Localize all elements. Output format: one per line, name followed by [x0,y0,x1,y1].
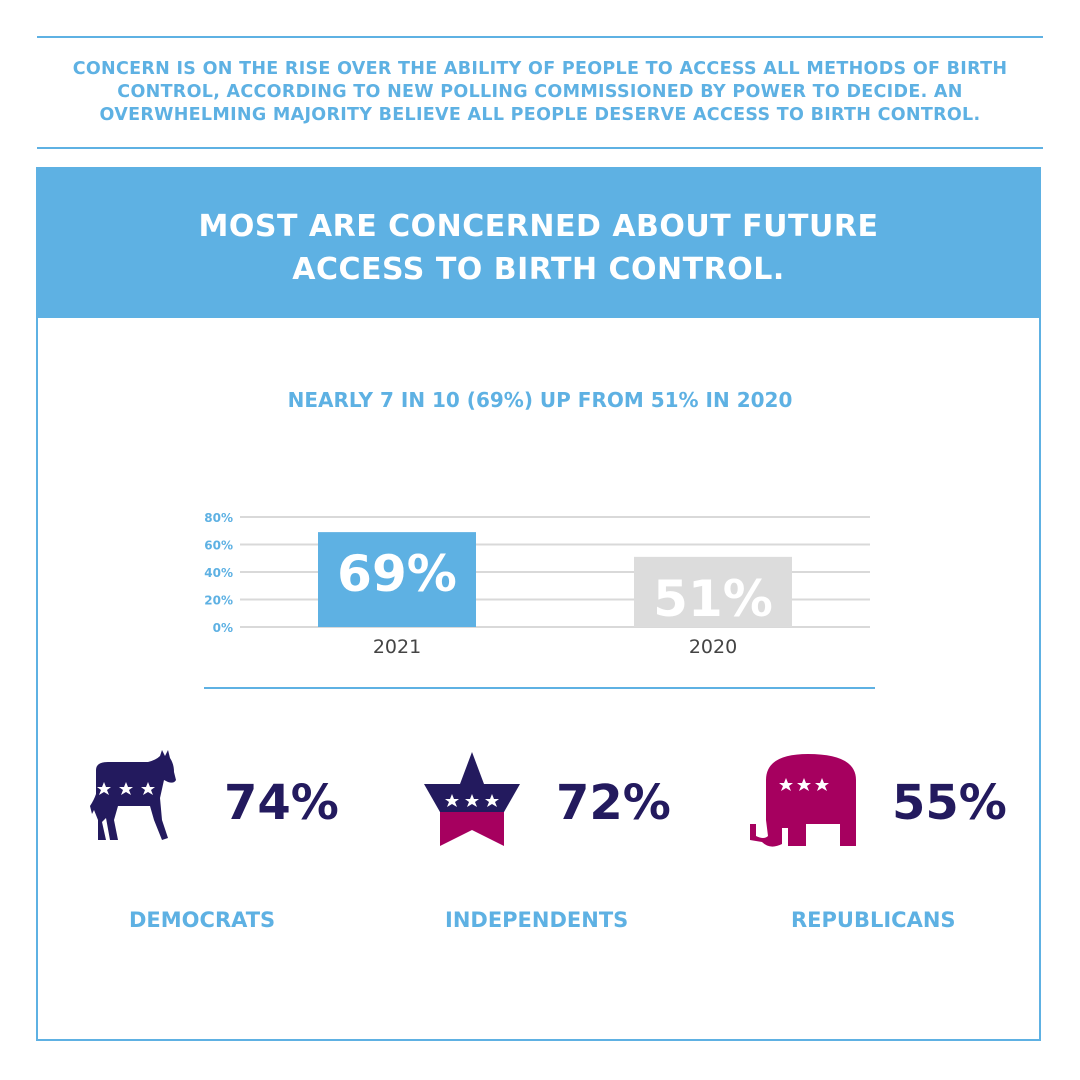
republicans-label: REPUBLICANS [791,908,956,932]
chart-divider [204,687,875,689]
democrats-value: 74% [224,775,339,831]
independents-value: 72% [556,775,671,831]
x-tick-label: 2021 [373,636,421,658]
bar-2020 [634,556,792,627]
data-label: 51% [653,570,773,628]
data-label: 69% [337,545,457,603]
chart-subtitle: NEARLY 7 IN 10 (69%) UP FROM 51% IN 2020 [287,388,793,412]
bar-chart: 0% 20% 40% 60% 80% 69% 2021 51% 2020 [204,511,870,658]
party-independents: 72% INDEPENDENTS [420,750,720,950]
y-tick-label: 60% [204,539,233,553]
y-tick-label: 80% [204,511,233,525]
republicans-value: 55% [892,775,1007,831]
independents-label: INDEPENDENTS [445,908,629,932]
banner-title-line2: ACCESS TO BIRTH CONTROL. [292,252,785,287]
banner-title-line1: MOST ARE CONCERNED ABOUT FUTURE [198,209,879,244]
democrats-label: DEMOCRATS [129,908,276,932]
elephant-icon [750,754,856,847]
x-tick-label: 2020 [689,636,737,658]
party-republicans: 55% REPUBLICANS [748,750,1048,950]
y-tick-label: 0% [213,621,233,635]
top-rule [37,36,1043,38]
infographic-card: MOST ARE CONCERNED ABOUT FUTURE ACCESS T… [36,167,1041,1041]
bar-2021 [318,532,476,627]
intro-rule [37,147,1043,149]
y-tick-label: 40% [204,566,233,580]
donkey-icon [90,750,176,840]
banner: MOST ARE CONCERNED ABOUT FUTURE ACCESS T… [38,169,1039,318]
star-icon [424,752,520,846]
intro-text: CONCERN IS ON THE RISE OVER THE ABILITY … [72,59,1008,125]
party-democrats: 74% DEMOCRATS [88,750,388,950]
y-tick-label: 20% [204,594,233,608]
